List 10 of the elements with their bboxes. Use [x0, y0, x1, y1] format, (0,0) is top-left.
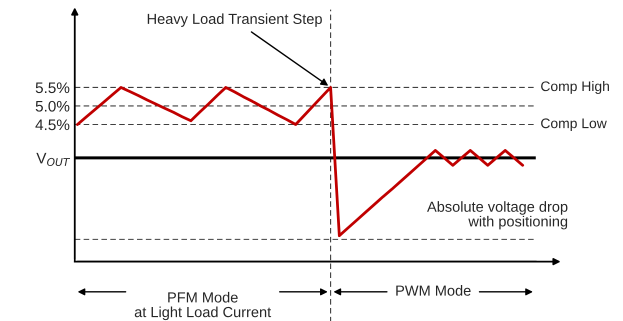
- y-tick-label: 5.5%: [36, 82, 70, 94]
- annotation: Absolute voltage drop with positioning: [427, 201, 568, 230]
- y-tick-label: 5.0%: [36, 100, 70, 112]
- ref-line-label: Comp High: [541, 80, 609, 94]
- y-tick-label: V$_{OUT}$: [36, 152, 70, 166]
- annotation: Heavy Load Transient Step: [148, 13, 322, 27]
- ref-line-label: Comp Low: [541, 118, 607, 131]
- text: PFM Mode at Light Load Current: [134, 292, 272, 320]
- text: PWM Mode: [396, 285, 471, 296]
- y-tick-label: 4.5%: [35, 119, 70, 130]
